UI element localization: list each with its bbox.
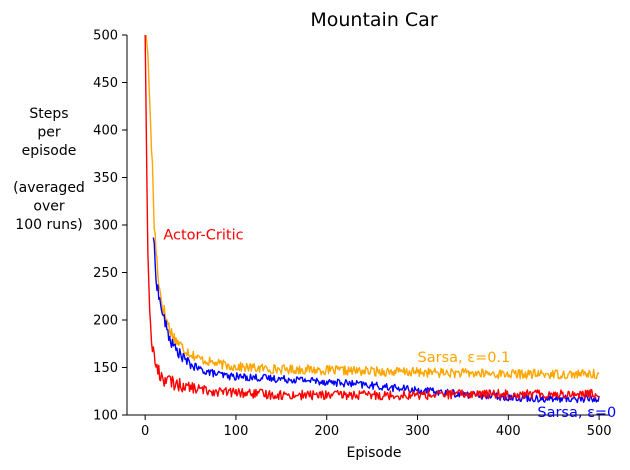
- series-actor-critic: [144, 34, 600, 401]
- series-layer: [144, 34, 600, 404]
- annotation-series-actor-critic: Actor-Critic: [163, 228, 243, 244]
- y-tick-label: 200: [93, 314, 118, 329]
- y-axis-label-line: 100 runs): [15, 217, 82, 233]
- y-tick-label: 500: [93, 29, 118, 44]
- series-sarsa-eps-0: [152, 237, 600, 404]
- y-axis-label-line: per: [37, 125, 61, 141]
- x-tick-label: 100: [224, 424, 249, 439]
- x-tick-label: 0: [141, 424, 149, 439]
- y-axis-label-line: Steps: [29, 106, 68, 122]
- annotation-series-sarsa-eps-0.1: Sarsa, ε=0.1: [418, 350, 511, 366]
- chart-title: Mountain Car: [310, 9, 437, 31]
- x-ticks: 0 100 200 300 400 500: [141, 415, 612, 439]
- y-axis-label-line: (averaged: [13, 180, 85, 196]
- x-tick-label: 200: [314, 424, 339, 439]
- y-tick-label: 300: [93, 219, 118, 234]
- y-tick-label: 450: [93, 76, 118, 91]
- x-tick-label: 400: [496, 424, 521, 439]
- y-tick-label: 400: [93, 124, 118, 139]
- x-tick-label: 500: [587, 424, 612, 439]
- plot-area: 0 100 200 300 400 500 100 150 200 250 300 350 400 45…: [93, 29, 616, 440]
- y-axis-label: Steps per episode (averaged over 100 runs): [13, 106, 85, 233]
- annotation-series-sarsa-eps-0: Sarsa, ε=0: [537, 405, 616, 421]
- y-tick-label: 250: [93, 266, 118, 281]
- y-ticks: 100 150 200 250 300 350 400 450 500: [93, 29, 127, 424]
- y-tick-label: 150: [93, 361, 118, 376]
- y-tick-label: 350: [93, 171, 118, 186]
- y-tick-label: 100: [93, 409, 118, 424]
- x-axis-label: Episode: [347, 445, 402, 461]
- series-sarsa-eps-0.1: [145, 34, 600, 380]
- annotations: Actor-Critic Sarsa, ε=0.1 Sarsa, ε=0: [163, 228, 616, 422]
- y-axis-label-line: episode: [22, 143, 77, 159]
- y-axis-label-line: over: [33, 199, 64, 215]
- x-tick-label: 300: [405, 424, 430, 439]
